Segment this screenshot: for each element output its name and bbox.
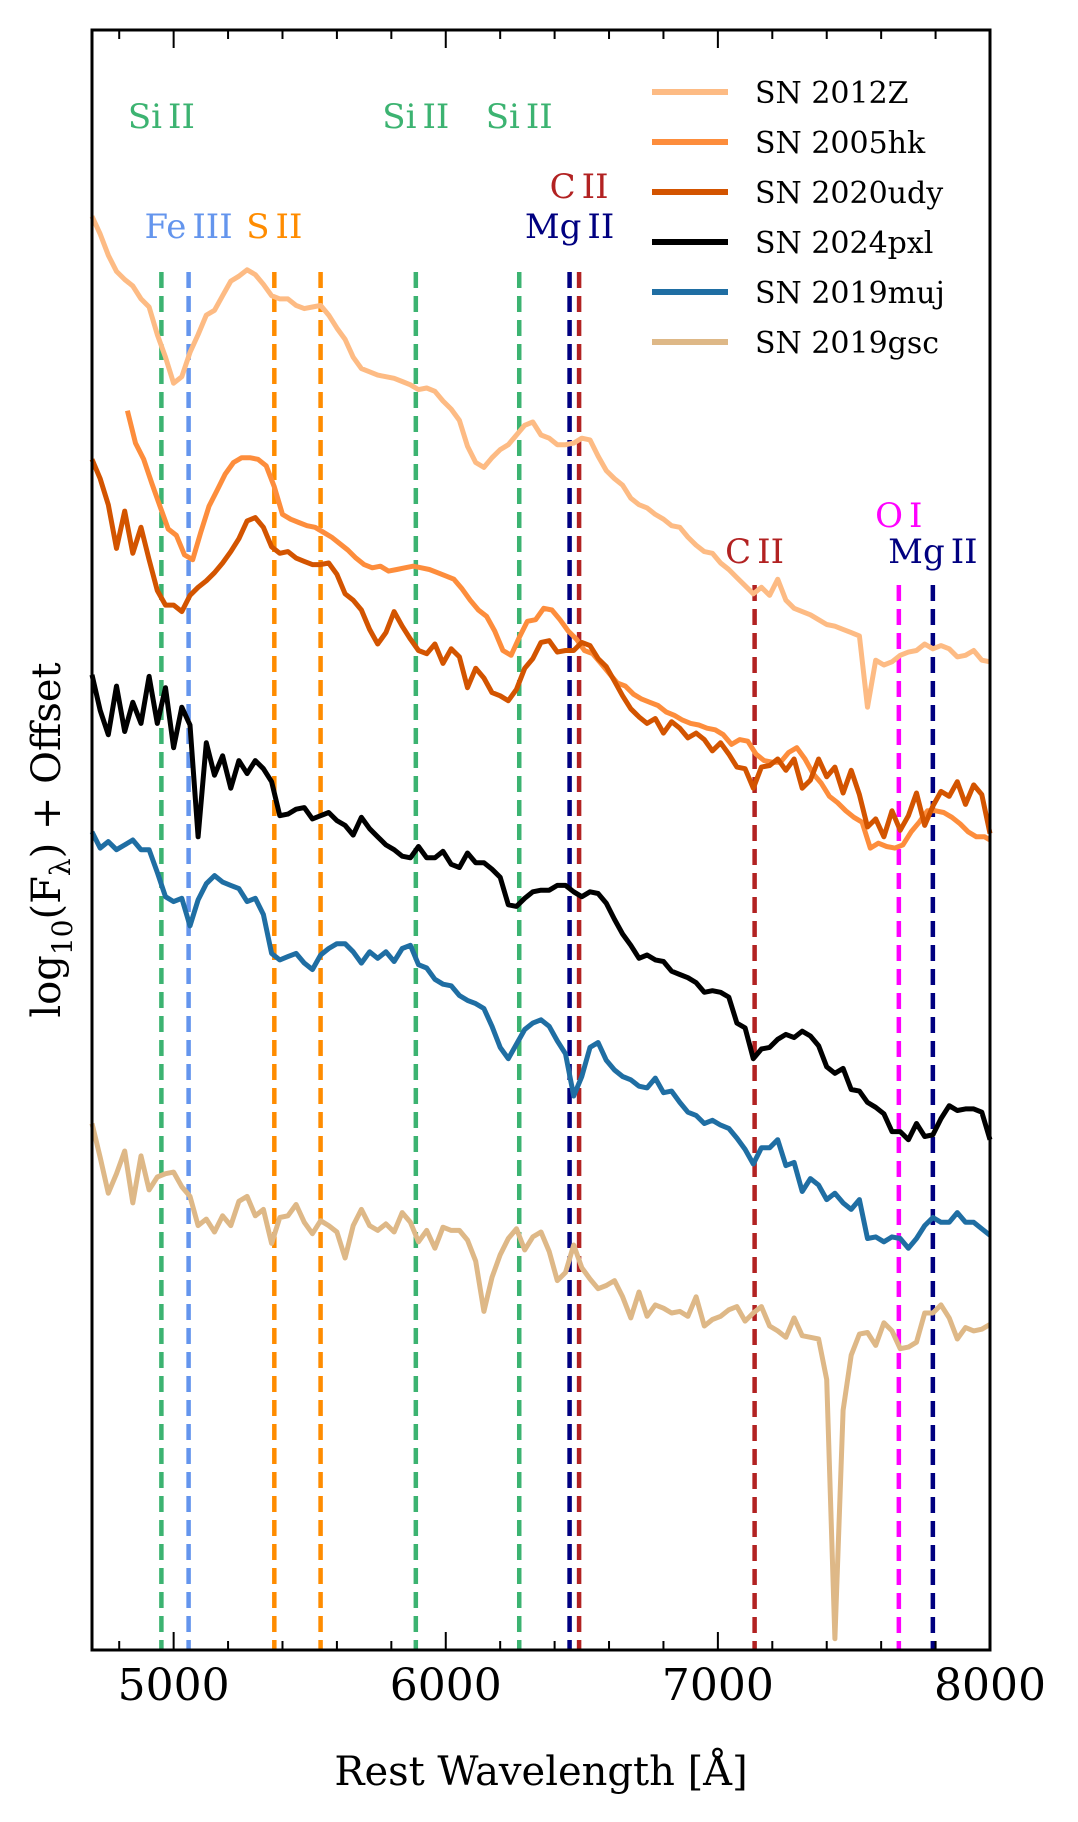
x-tick-label: 7000 <box>662 1660 774 1711</box>
x-tick-label: 5000 <box>118 1660 230 1711</box>
x-axis-ticks: 5000 6000 7000 8000 <box>118 30 1046 1711</box>
legend-label-sn-2020udy: SN 2020udy <box>755 176 943 211</box>
y-axis-label: log10(Fλ) + Offset <box>24 662 79 1017</box>
line-label-c-ii: C II <box>725 532 784 572</box>
legend-label-sn-2012z: SN 2012Z <box>755 76 909 111</box>
legend-label-sn-2019muj: SN 2019muj <box>755 276 945 311</box>
line-label-c-ii: C II <box>550 167 609 207</box>
legend-label-sn-2019gsc: SN 2019gsc <box>755 326 939 361</box>
series-sn-2019gsc <box>89 1122 992 1642</box>
series-sn-2019muj <box>89 830 992 1251</box>
series-sn-2020udy <box>89 458 993 840</box>
line-markers <box>159 272 936 1650</box>
line-label-mg-ii: Mg II <box>525 207 614 247</box>
x-tick-label: 6000 <box>390 1660 502 1711</box>
legend: SN 2012Z SN 2005hk SN 2020udy SN 2024pxl SN … <box>652 76 945 361</box>
plot-frame <box>90 28 992 1652</box>
line-label-si-ii: Si II <box>486 97 553 137</box>
legend-label-sn-2005hk: SN 2005hk <box>755 126 926 161</box>
series-sn-2005hk <box>124 410 992 851</box>
series-sn-2012z <box>89 215 991 710</box>
line-label-s-ii: S II <box>246 207 302 247</box>
x-axis-label: Rest Wavelength [Å] <box>334 1748 747 1795</box>
line-label-fe-iii: Fe III <box>145 207 233 247</box>
series-sn-2024pxl <box>89 673 993 1143</box>
x-tick-label: 8000 <box>934 1660 1046 1711</box>
line-label-si-ii: Si II <box>128 97 195 137</box>
line-label-mg-ii: Mg II <box>888 532 977 572</box>
spectra-series <box>89 215 993 1642</box>
line-label-si-ii: Si II <box>382 97 449 137</box>
legend-label-sn-2024pxl: SN 2024pxl <box>755 226 933 261</box>
